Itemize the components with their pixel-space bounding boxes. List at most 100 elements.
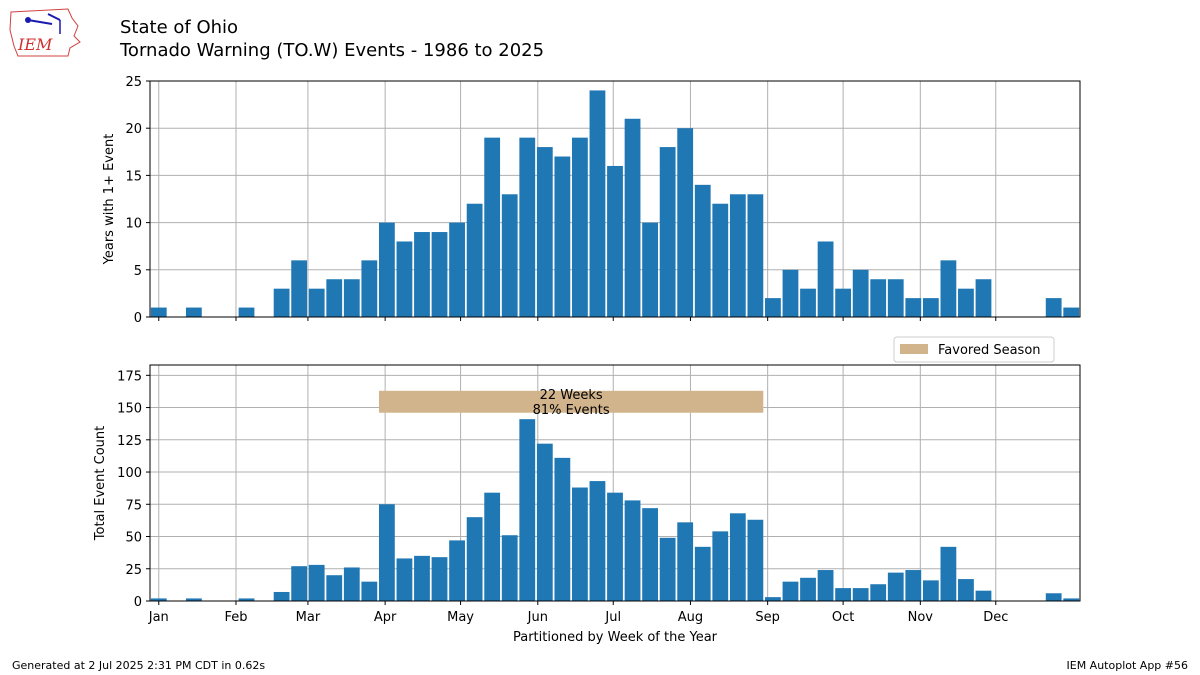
p2-bar-week-53 — [1063, 598, 1080, 601]
p2-ytick-label-50: 50 — [125, 531, 142, 546]
p1-bar-week-43 — [887, 279, 904, 317]
favored-season-rect — [378, 390, 764, 413]
bottom-panel: 22 Weeks 81% Events 0255075100125150175 … — [93, 336, 1081, 645]
p1-bar-week-16 — [414, 232, 430, 317]
p2-bar-week-39 — [817, 570, 834, 601]
p2-bar-week-14 — [378, 504, 395, 601]
p2-bar-week-10 — [308, 564, 325, 601]
p2-bar-week-40 — [835, 588, 852, 601]
month-label-feb: Feb — [224, 610, 247, 625]
p1-bar-week-23 — [536, 147, 553, 317]
logo-text: IEM — [17, 35, 53, 54]
p2-bar-week-13 — [361, 581, 378, 601]
p2-bar-week-18 — [449, 540, 465, 601]
bottom-panel-frame — [149, 364, 1081, 602]
month-label-mar: Mar — [296, 610, 321, 625]
p2-bar-week-44 — [905, 570, 922, 601]
p1-ytick-label-5: 5 — [134, 264, 142, 279]
p2-bar-week-48 — [975, 590, 992, 601]
p1-bar-week-19 — [466, 203, 483, 317]
p2-ytick-label-150: 150 — [117, 402, 142, 417]
p1-bar-week-36 — [765, 298, 781, 317]
p1-ytick-label-10: 10 — [125, 217, 142, 232]
p2-bar-week-15 — [396, 558, 413, 601]
chart-title: State of Ohio — [120, 17, 239, 38]
p1-bar-week-15 — [396, 241, 413, 317]
p1-bar-week-47 — [958, 288, 974, 317]
p2-ytick-label-75: 75 — [125, 498, 142, 513]
p2-bar-week-17 — [431, 557, 448, 601]
p1-bar-week-53 — [1063, 307, 1080, 317]
p2-bar-week-35 — [747, 519, 764, 601]
p1-bar-week-12 — [343, 279, 360, 317]
p2-ytick-label-125: 125 — [117, 434, 142, 449]
p2-bar-week-25 — [572, 487, 588, 601]
legend: Favored Season — [893, 336, 1055, 363]
top-panel-yticks: 0 5 10 15 20 25 — [125, 75, 150, 326]
legend-swatch — [900, 344, 928, 354]
p2-bar-week-22 — [519, 419, 536, 601]
p2-bar-week-16 — [414, 555, 430, 601]
p2-bar-week-36 — [765, 597, 781, 601]
p2-bar-week-6 — [238, 598, 255, 601]
p1-bar-week-1 — [150, 307, 167, 317]
p1-bar-week-14 — [378, 222, 395, 317]
p2-bar-week-30 — [659, 537, 676, 601]
month-label-apr: Apr — [374, 610, 397, 625]
p1-bar-week-20 — [484, 137, 501, 317]
p1-ytick-label-25: 25 — [125, 75, 142, 90]
top-panel: 0 5 10 15 20 25 Years with 1+ Event — [102, 75, 1081, 326]
p2-bar-week-9 — [291, 566, 308, 601]
p2-bar-week-3 — [185, 598, 202, 601]
p1-bar-week-9 — [291, 260, 308, 317]
p1-bar-week-27 — [607, 165, 623, 317]
p2-bar-week-38 — [800, 577, 816, 601]
legend-box — [893, 336, 1055, 363]
p1-bar-week-45 — [922, 298, 939, 317]
p1-bar-week-39 — [817, 241, 834, 317]
p1-bar-week-13 — [361, 260, 378, 317]
p2-bar-week-46 — [940, 546, 957, 601]
p2-bar-week-52 — [1045, 593, 1062, 601]
footer-app: IEM Autoplot App #56 — [1066, 659, 1189, 672]
p2-bar-week-43 — [887, 572, 904, 601]
top-panel-frame — [149, 80, 1081, 318]
favored-season-band: 22 Weeks 81% Events — [378, 388, 764, 418]
p2-bar-week-11 — [326, 575, 343, 601]
p1-bar-week-30 — [659, 147, 676, 317]
month-label-jun: Jun — [527, 610, 548, 625]
p2-bar-week-31 — [677, 522, 694, 601]
top-panel-bars — [150, 90, 1080, 317]
p1-ytick-label-0: 0 — [134, 311, 142, 326]
chart-subtitle: Tornado Warning (TO.W) Events - 1986 to … — [120, 40, 545, 61]
p1-bar-week-37 — [782, 269, 799, 317]
p2-ytick-label-100: 100 — [117, 466, 142, 481]
p2-bar-week-19 — [466, 517, 483, 601]
month-label-nov: Nov — [908, 610, 934, 625]
p2-bar-week-45 — [922, 580, 939, 601]
p1-bar-week-42 — [870, 279, 887, 317]
p1-bar-week-29 — [642, 222, 658, 317]
bottom-panel-bars — [150, 419, 1080, 601]
p1-ytick-label-15: 15 — [125, 169, 142, 184]
p2-bar-week-1 — [150, 598, 167, 601]
p2-bar-week-20 — [484, 492, 501, 601]
p1-bar-week-38 — [800, 288, 816, 317]
month-label-jul: Jul — [604, 610, 621, 625]
p2-bar-week-32 — [694, 546, 711, 601]
p2-bar-week-29 — [642, 508, 658, 601]
p1-bar-week-40 — [835, 288, 852, 317]
p2-bar-week-23 — [536, 443, 553, 601]
bottom-panel-xlabel: Partitioned by Week of the Year — [513, 630, 718, 645]
month-label-oct: Oct — [832, 610, 854, 625]
p1-bar-week-44 — [905, 298, 922, 317]
p1-bar-week-6 — [238, 307, 255, 317]
p1-bar-week-11 — [326, 279, 343, 317]
p1-bar-week-25 — [572, 137, 588, 317]
month-label-dec: Dec — [983, 610, 1008, 625]
p2-bar-week-34 — [729, 513, 746, 601]
p1-bar-week-10 — [308, 288, 325, 317]
p2-bar-week-41 — [852, 588, 869, 601]
p1-bar-week-46 — [940, 260, 957, 317]
